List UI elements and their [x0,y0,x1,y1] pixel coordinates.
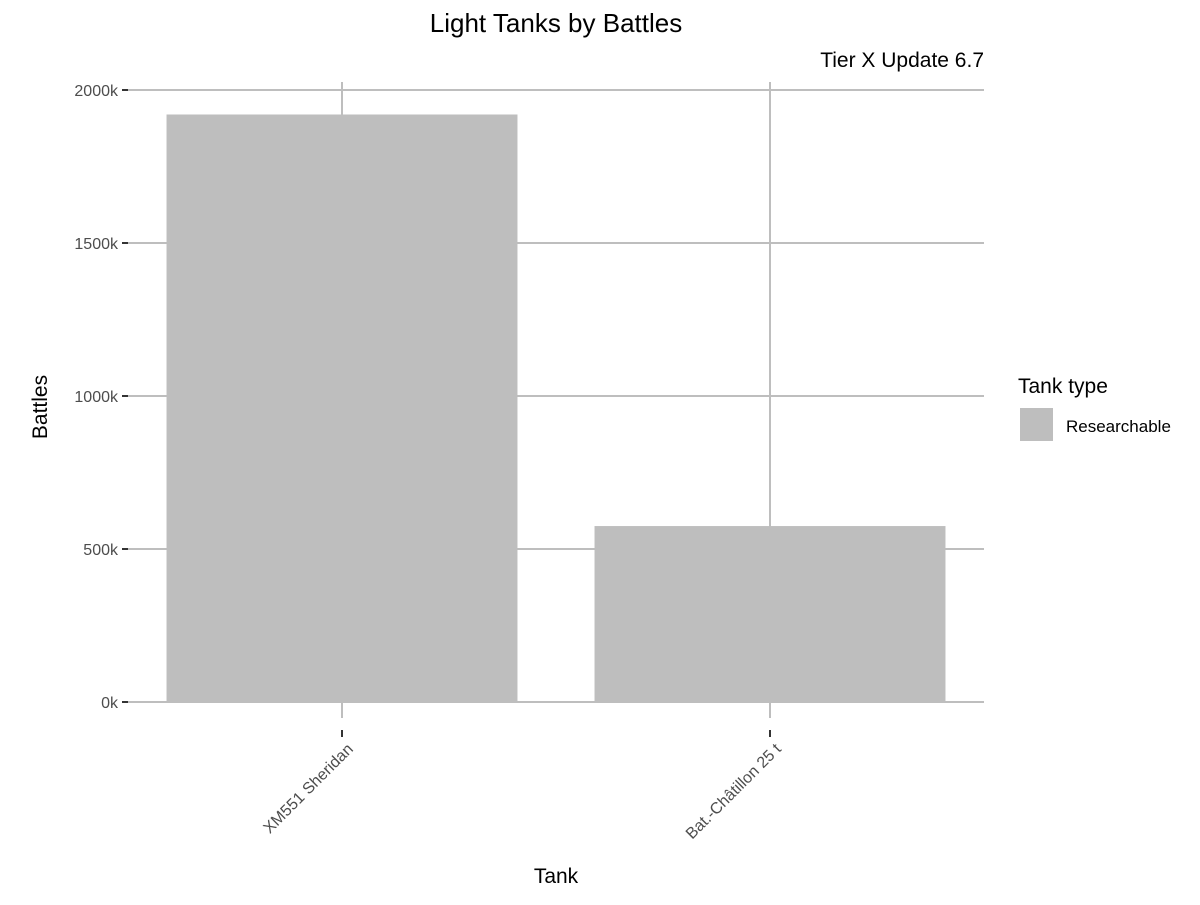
chart-subtitle: Tier X Update 6.7 [820,49,984,72]
x-tick-label: Bat.-Châtillon 25 t [683,740,785,842]
y-tick-label: 500k [83,542,119,559]
y-axis-title: Battles [29,375,52,439]
y-axis: 0k 500k 1000k 1500k 2000k [74,83,128,712]
y-tick-label: 0k [101,695,119,712]
legend-swatch-researchable [1020,408,1053,441]
x-axis: XM551 Sheridan Bat.-Châtillon 25 t [261,730,785,843]
bar-1 [594,526,946,702]
bars [166,114,946,703]
legend-label-researchable: Researchable [1066,417,1171,436]
y-tick-label: 1500k [74,236,119,253]
x-axis-title: Tank [534,865,579,888]
x-tick-label: XM551 Sheridan [261,741,357,837]
bar-0 [166,114,518,703]
legend: Tank type Researchable [1018,375,1171,441]
chart-title: Light Tanks by Battles [430,8,682,38]
y-tick-label: 2000k [74,83,119,100]
legend-title: Tank type [1018,375,1108,398]
y-tick-label: 1000k [74,389,119,406]
